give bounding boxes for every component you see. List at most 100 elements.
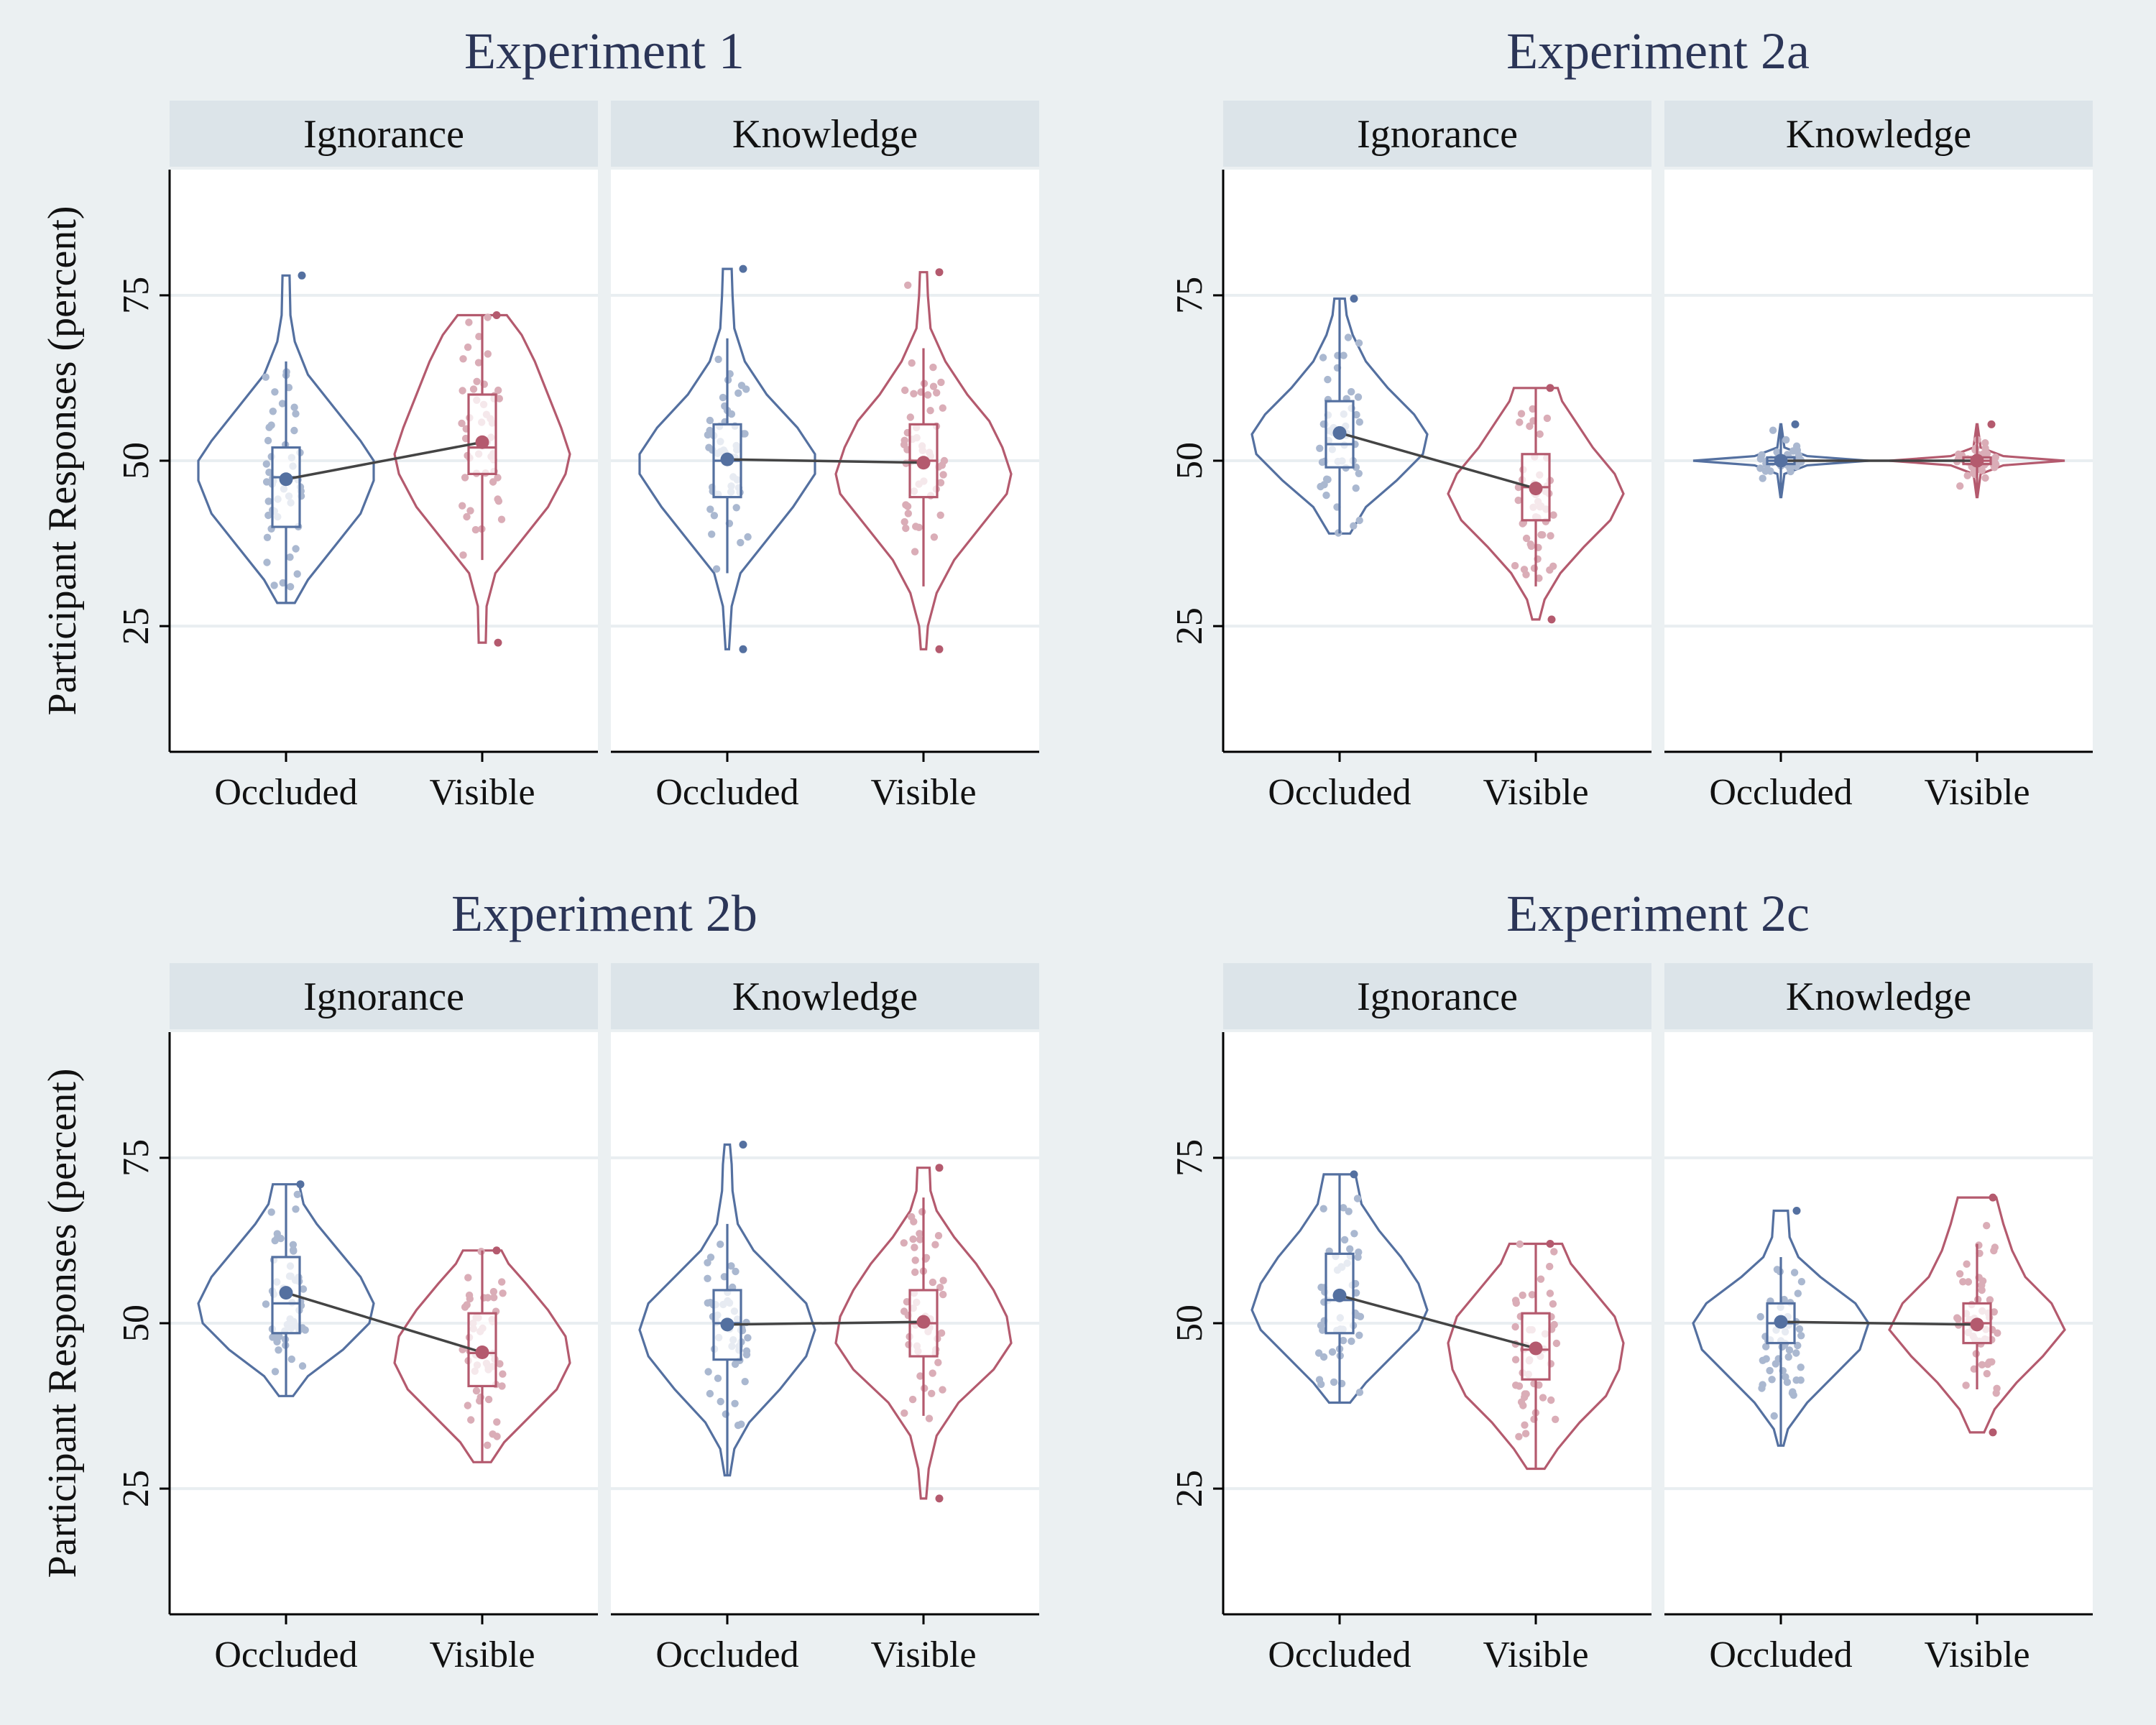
data-point [1985, 1358, 1994, 1366]
data-point [737, 1420, 745, 1428]
panel-knowledge: Knowledge Occluded Visible [611, 101, 1039, 813]
data-point [287, 1355, 295, 1363]
violin-shape [1250, 297, 1429, 535]
data-point [1963, 472, 1971, 479]
data-point [744, 533, 752, 541]
x-tick-label: Occluded [655, 772, 798, 813]
data-point [710, 512, 719, 520]
facet-strip [170, 963, 598, 1029]
facet-strip [1664, 963, 2093, 1029]
data-point [706, 1389, 714, 1398]
data-point [1782, 436, 1790, 444]
data-point [1970, 1365, 1978, 1373]
data-point [1959, 1278, 1967, 1286]
data-point [1319, 354, 1327, 362]
data-point [286, 553, 294, 561]
outlier-point [739, 264, 747, 273]
y-tick-label: 50 [1169, 442, 1210, 479]
data-point [936, 511, 944, 519]
x-tick-label: Visible [1483, 772, 1588, 813]
group-visible [393, 1246, 571, 1463]
data-point [262, 460, 270, 468]
data-point [937, 378, 945, 387]
data-point [916, 1230, 923, 1238]
violin-shape [393, 1249, 571, 1463]
data-point [934, 1232, 943, 1240]
data-point [493, 1432, 501, 1440]
data-point [466, 1294, 474, 1303]
data-point [473, 377, 481, 385]
data-point [1521, 1430, 1530, 1438]
chart-3: Experiment 2b Participant Responses (perc… [40, 885, 1039, 1675]
data-point [1963, 1260, 1971, 1268]
data-point [458, 419, 466, 428]
data-point [1516, 1240, 1524, 1248]
outlier-point [1989, 1428, 1997, 1437]
data-point [270, 581, 278, 589]
data-point [263, 558, 271, 566]
data-point [1348, 1337, 1355, 1346]
data-point [1790, 1269, 1799, 1276]
violin-shape [834, 271, 1013, 650]
data-point [911, 1243, 918, 1251]
data-point [714, 355, 722, 364]
data-point [279, 579, 287, 587]
data-point [459, 355, 467, 363]
data-point [498, 1278, 506, 1286]
data-point [925, 1414, 934, 1422]
data-point [731, 1399, 739, 1407]
panel-ignorance: Ignorance Occluded Visible [1222, 101, 1651, 813]
data-point [737, 538, 745, 547]
y-tick-label: 75 [116, 277, 157, 314]
data-point [1546, 1262, 1554, 1271]
data-point [939, 1386, 946, 1394]
data-point [290, 403, 298, 411]
mean-marker [1529, 1341, 1543, 1356]
data-point [1543, 414, 1552, 423]
y-axis-label: Participant Responses (percent) [40, 1068, 85, 1578]
data-point [741, 1378, 749, 1386]
max-point [1791, 420, 1800, 428]
data-point [1521, 1393, 1529, 1402]
x-tick-label: Visible [1924, 772, 2030, 813]
data-point [1991, 454, 1999, 461]
iqr-box [467, 393, 497, 476]
data-point [1757, 453, 1765, 461]
data-point [265, 469, 273, 477]
data-point [706, 416, 714, 425]
data-point [1514, 483, 1523, 492]
panel-knowledge: Knowledge Occluded Visible [1664, 101, 2093, 813]
data-point [292, 1205, 300, 1213]
x-tick-label: Occluded [1268, 1634, 1411, 1675]
data-point [1529, 405, 1537, 413]
mean-marker [916, 456, 931, 470]
data-point [1520, 566, 1529, 574]
data-point [1539, 1394, 1547, 1402]
outlier-point [1792, 1207, 1801, 1215]
data-point [1355, 418, 1363, 426]
x-tick-label: Occluded [655, 1634, 798, 1675]
data-point [706, 505, 714, 513]
data-point [1784, 1353, 1792, 1361]
data-point [1990, 1246, 1998, 1255]
y-tick-label: 50 [116, 442, 157, 479]
data-point [461, 474, 469, 482]
data-point [708, 530, 716, 538]
data-point [271, 1368, 280, 1376]
data-point [1339, 1336, 1348, 1345]
data-point [459, 502, 466, 510]
mean-connector [727, 1320, 924, 1326]
y-tick-label: 75 [1169, 277, 1210, 314]
data-point [1340, 351, 1348, 359]
data-point [906, 413, 914, 421]
data-point [1330, 1378, 1338, 1386]
data-point [717, 1397, 724, 1406]
data-point [286, 583, 295, 591]
data-point [290, 1247, 298, 1255]
max-point [1350, 295, 1358, 303]
chart-title: Experiment 1 [464, 22, 745, 80]
facet-strip [1223, 101, 1651, 167]
data-point [499, 1370, 507, 1378]
data-point [493, 1418, 501, 1426]
chart-2: Experiment 2a 25 50 75 Ignorance Occluded Visi… [1169, 22, 2093, 813]
